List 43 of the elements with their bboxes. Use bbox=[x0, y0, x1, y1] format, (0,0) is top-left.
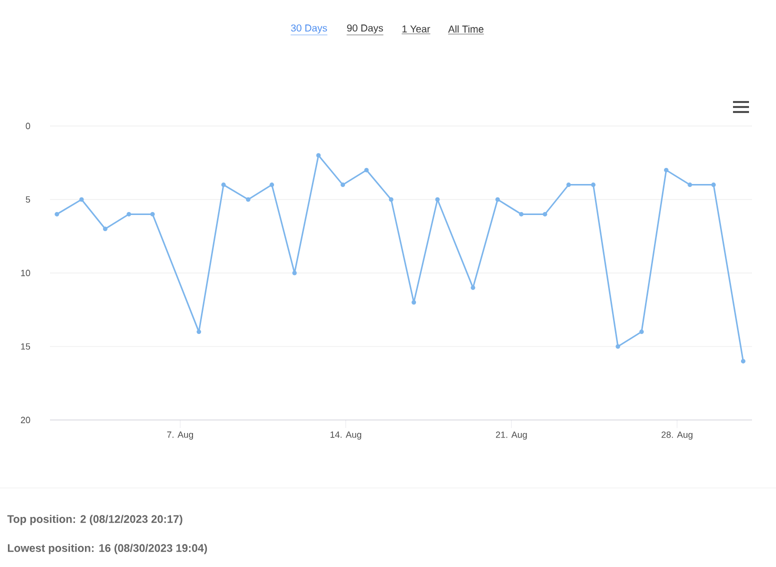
y-tick-label: 5 bbox=[26, 196, 30, 203]
point bbox=[246, 197, 250, 202]
point bbox=[664, 168, 668, 172]
y-tick-label: 10 bbox=[21, 270, 30, 276]
text: 1 Year bbox=[402, 25, 430, 32]
point bbox=[435, 197, 440, 202]
point bbox=[126, 212, 132, 216]
x-tick-label: 28. Aug bbox=[662, 432, 692, 440]
point bbox=[340, 182, 346, 188]
point bbox=[495, 197, 500, 202]
point bbox=[688, 182, 692, 188]
point bbox=[364, 168, 369, 172]
point bbox=[54, 212, 60, 216]
point bbox=[292, 270, 297, 276]
point bbox=[150, 212, 155, 216]
x-tick-label: 14. Aug bbox=[330, 432, 362, 440]
point bbox=[566, 182, 571, 188]
text: 30 Days bbox=[291, 24, 327, 34]
point bbox=[196, 330, 202, 334]
y-tick-label: 15 bbox=[21, 343, 30, 350]
text: Lowest position: 16 (08/30/2023 19:04) bbox=[8, 544, 207, 554]
y-tick-label: 0 bbox=[26, 122, 30, 130]
point bbox=[740, 358, 746, 364]
point bbox=[470, 285, 476, 290]
x-tick-label: 7. Aug bbox=[167, 432, 193, 440]
point bbox=[542, 212, 548, 216]
point bbox=[591, 182, 596, 188]
text: All Time bbox=[448, 25, 484, 33]
point bbox=[316, 153, 321, 158]
point bbox=[519, 212, 524, 216]
point bbox=[221, 182, 226, 188]
x-tick-label: 21. Aug bbox=[496, 432, 527, 440]
text: Top position: 2 (08/12/2023 20:17) bbox=[7, 514, 182, 526]
y-tick-label: 20 bbox=[20, 416, 30, 424]
point bbox=[616, 344, 620, 349]
point bbox=[102, 226, 108, 232]
point bbox=[79, 197, 84, 202]
point bbox=[639, 330, 644, 334]
point bbox=[412, 300, 416, 305]
text: 90 Days bbox=[347, 24, 383, 34]
point bbox=[270, 182, 274, 188]
point bbox=[388, 197, 394, 202]
point bbox=[711, 182, 716, 188]
